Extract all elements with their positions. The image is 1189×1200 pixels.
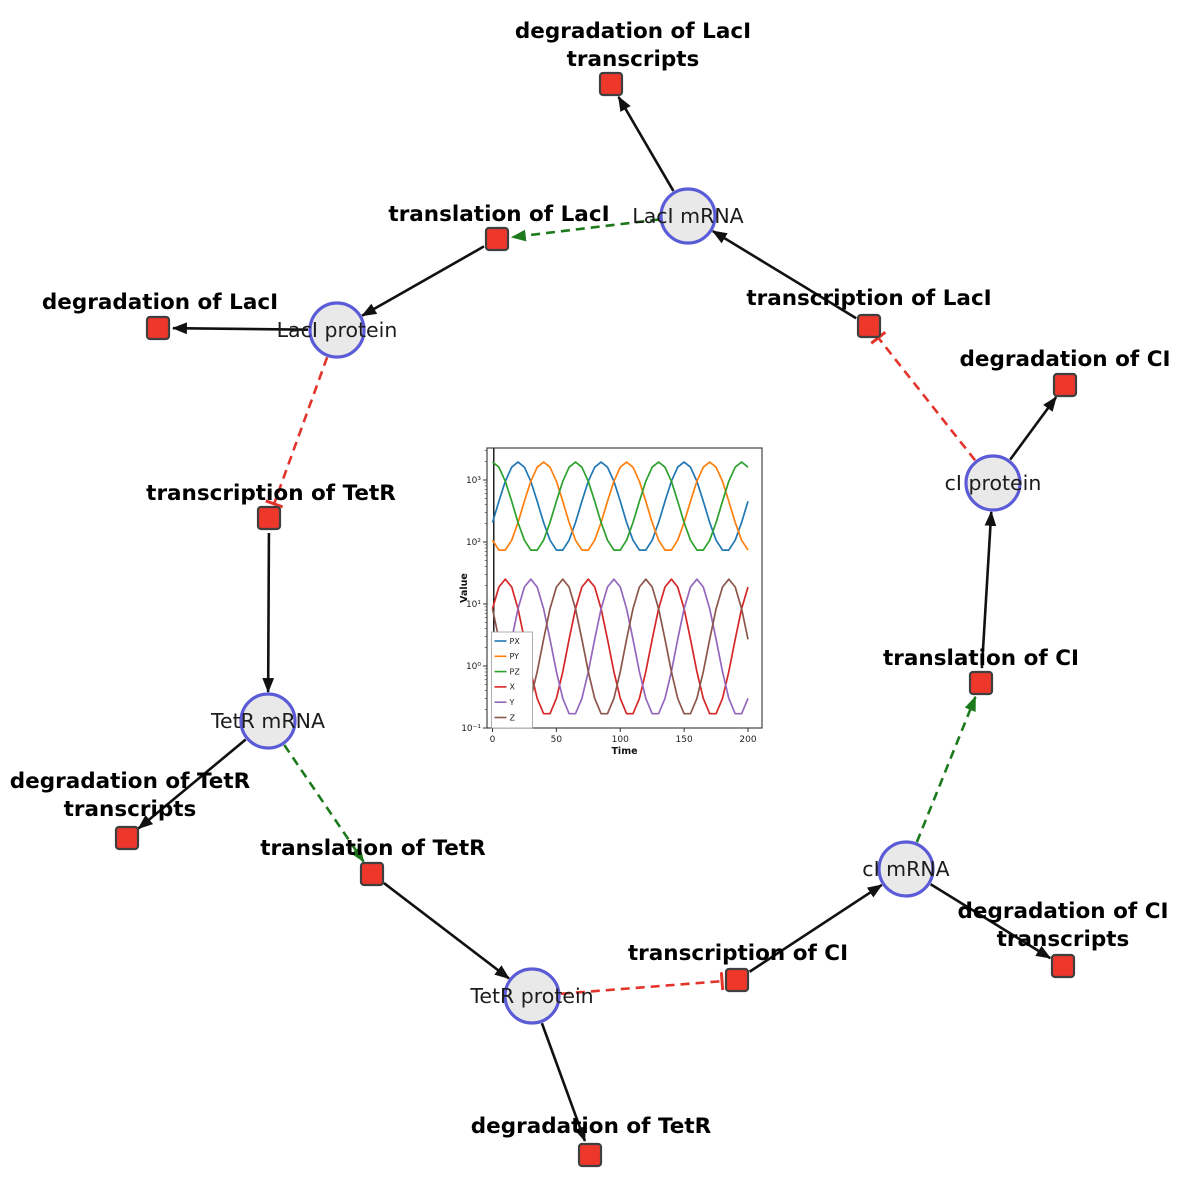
reaction-node-rx_deg_ci xyxy=(1052,372,1078,398)
legend-label-PY: PY xyxy=(510,652,520,661)
reaction-node-rx_txn_ci xyxy=(724,967,750,993)
reaction-label-rx_deg_laci_tx: degradation of LacI transcripts xyxy=(515,19,751,72)
legend-label-Y: Y xyxy=(509,698,515,707)
series-line-PX xyxy=(491,461,749,551)
y-tick-label: 10² xyxy=(466,538,481,548)
edge-production-rx_txn_ci-sp_ci_mrna xyxy=(748,883,883,973)
species-label-sp_ci_mrna: cI mRNA xyxy=(862,857,949,881)
y-tick-label: 10¹ xyxy=(466,600,481,610)
edge-modifier-sp_laci_mrna-rx_transl_laci xyxy=(510,218,660,242)
series-line-X xyxy=(491,578,749,715)
species-node-sp_ci_prot xyxy=(964,454,1022,512)
reaction-label-rx_deg_ci_tx: degradation of CI transcripts xyxy=(958,899,1169,952)
edge-inhibition-sp_ci_prot-rx_txn_laci xyxy=(870,331,977,462)
x-tick-label: 200 xyxy=(739,735,756,745)
edges-layer xyxy=(137,96,1058,1142)
reaction-node-rx_txn_laci xyxy=(856,313,882,339)
reaction-node-rx_deg_laci xyxy=(145,315,171,341)
x-tick-label: 50 xyxy=(551,735,563,745)
legend-label-X: X xyxy=(510,683,516,692)
legend-box xyxy=(491,631,533,729)
chart-border xyxy=(486,447,763,729)
reaction-label-rx_deg_tetr: degradation of TetR xyxy=(471,1114,712,1139)
reaction-node-rx_deg_ci_tx xyxy=(1050,953,1076,979)
legend-label-PZ: PZ xyxy=(510,667,521,676)
reaction-label-rx_transl_ci: translation of CI xyxy=(883,646,1079,671)
edge-consumption-sp_ci_prot-rx_deg_ci xyxy=(1009,396,1058,461)
edge-production-rx_txn_tetr-sp_tetr_mrna xyxy=(262,532,275,694)
reaction-label-rx_deg_ci: degradation of CI xyxy=(960,347,1171,372)
species-node-sp_tetr_mrna xyxy=(239,692,297,750)
nodes-layer xyxy=(114,71,1078,1168)
edge-production-rx_transl_ci-sp_ci_prot xyxy=(980,510,997,669)
edge-production-rx_transl_laci-sp_laci_prot xyxy=(361,245,485,317)
series-line-PY xyxy=(491,461,749,551)
edge-inhibition-sp_tetr_prot-rx_txn_ci xyxy=(560,972,725,996)
series-line-PZ xyxy=(491,461,749,551)
species-label-sp_laci_mrna: LacI mRNA xyxy=(632,204,743,228)
species-node-sp_tetr_prot xyxy=(503,967,561,1025)
x-tick-label: 150 xyxy=(676,735,693,745)
x-tick-label: 0 xyxy=(490,735,496,745)
edge-production-rx_transl_tetr-sp_tetr_prot xyxy=(383,882,510,980)
reaction-node-rx_txn_tetr xyxy=(256,505,282,531)
reaction-label-rx_transl_tetr: translation of TetR xyxy=(260,836,486,861)
edge-modifier-sp_ci_mrna-rx_transl_ci xyxy=(915,695,977,843)
edge-consumption-sp_laci_prot-rx_deg_laci xyxy=(171,322,309,335)
y-tick-label: 10³ xyxy=(466,476,481,486)
reaction-node-rx_deg_tetr_tx xyxy=(114,825,140,851)
edge-production-rx_txn_laci-sp_laci_mrna xyxy=(711,229,857,320)
species-node-sp_laci_prot xyxy=(308,301,366,359)
legend-label-Z: Z xyxy=(510,713,516,722)
x-tick-label: 100 xyxy=(612,735,629,745)
inset-timecourse-chart: 10⁻¹ 10⁰ 10¹ 10² 10³ 0 50 100 150 200 Time Value PX P… xyxy=(459,447,763,757)
x-axis-label: Time xyxy=(611,746,637,757)
species-node-sp_laci_mrna xyxy=(659,187,717,245)
species-label-sp_laci_prot: LacI protein xyxy=(277,318,398,342)
edge-modifier-sp_tetr_mrna-rx_transl_tetr xyxy=(283,744,365,863)
y-tick-label: 10⁻¹ xyxy=(461,724,481,734)
reaction-node-rx_transl_ci xyxy=(968,670,994,696)
reaction-label-rx_txn_tetr: transcription of TetR xyxy=(146,481,396,506)
reaction-node-rx_deg_tetr xyxy=(577,1142,603,1168)
species-node-sp_ci_mrna xyxy=(877,840,935,898)
species-label-sp_ci_prot: cI protein xyxy=(945,471,1042,495)
edge-inhibition-sp_laci_prot-rx_txn_tetr xyxy=(265,356,329,509)
edge-consumption-sp_tetr_prot-rx_deg_tetr xyxy=(540,1022,587,1142)
labels-layer: degradation of LacI transcripts translatio… xyxy=(10,19,1171,1139)
reaction-label-rx_txn_laci: transcription of LacI xyxy=(746,286,991,311)
reaction-node-rx_deg_laci_tx xyxy=(598,71,624,97)
legend-label-PX: PX xyxy=(510,637,521,646)
reaction-label-rx_transl_laci: translation of LacI xyxy=(388,202,609,227)
edge-consumption-sp_tetr_mrna-rx_deg_tetr_tx xyxy=(137,738,247,830)
y-tick-label: 10⁰ xyxy=(466,662,481,672)
reaction-node-rx_transl_laci xyxy=(484,226,510,252)
reaction-label-rx_deg_laci: degradation of LacI xyxy=(42,290,278,315)
y-axis-label: Value xyxy=(459,573,470,603)
series-line-Y xyxy=(491,578,749,715)
edge-consumption-sp_ci_mrna-rx_deg_ci_tx xyxy=(929,883,1052,960)
reaction-label-rx_txn_ci: transcription of CI xyxy=(628,941,848,966)
species-label-sp_tetr_mrna: TetR mRNA xyxy=(210,709,325,733)
series-line-Z xyxy=(491,578,749,715)
reaction-label-rx_deg_tetr_tx: degradation of TetR transcripts xyxy=(10,769,251,822)
reaction-node-rx_transl_tetr xyxy=(359,861,385,887)
edge-consumption-sp_laci_mrna-rx_deg_laci_tx xyxy=(617,96,675,192)
species-label-sp_tetr_prot: TetR protein xyxy=(469,984,593,1008)
